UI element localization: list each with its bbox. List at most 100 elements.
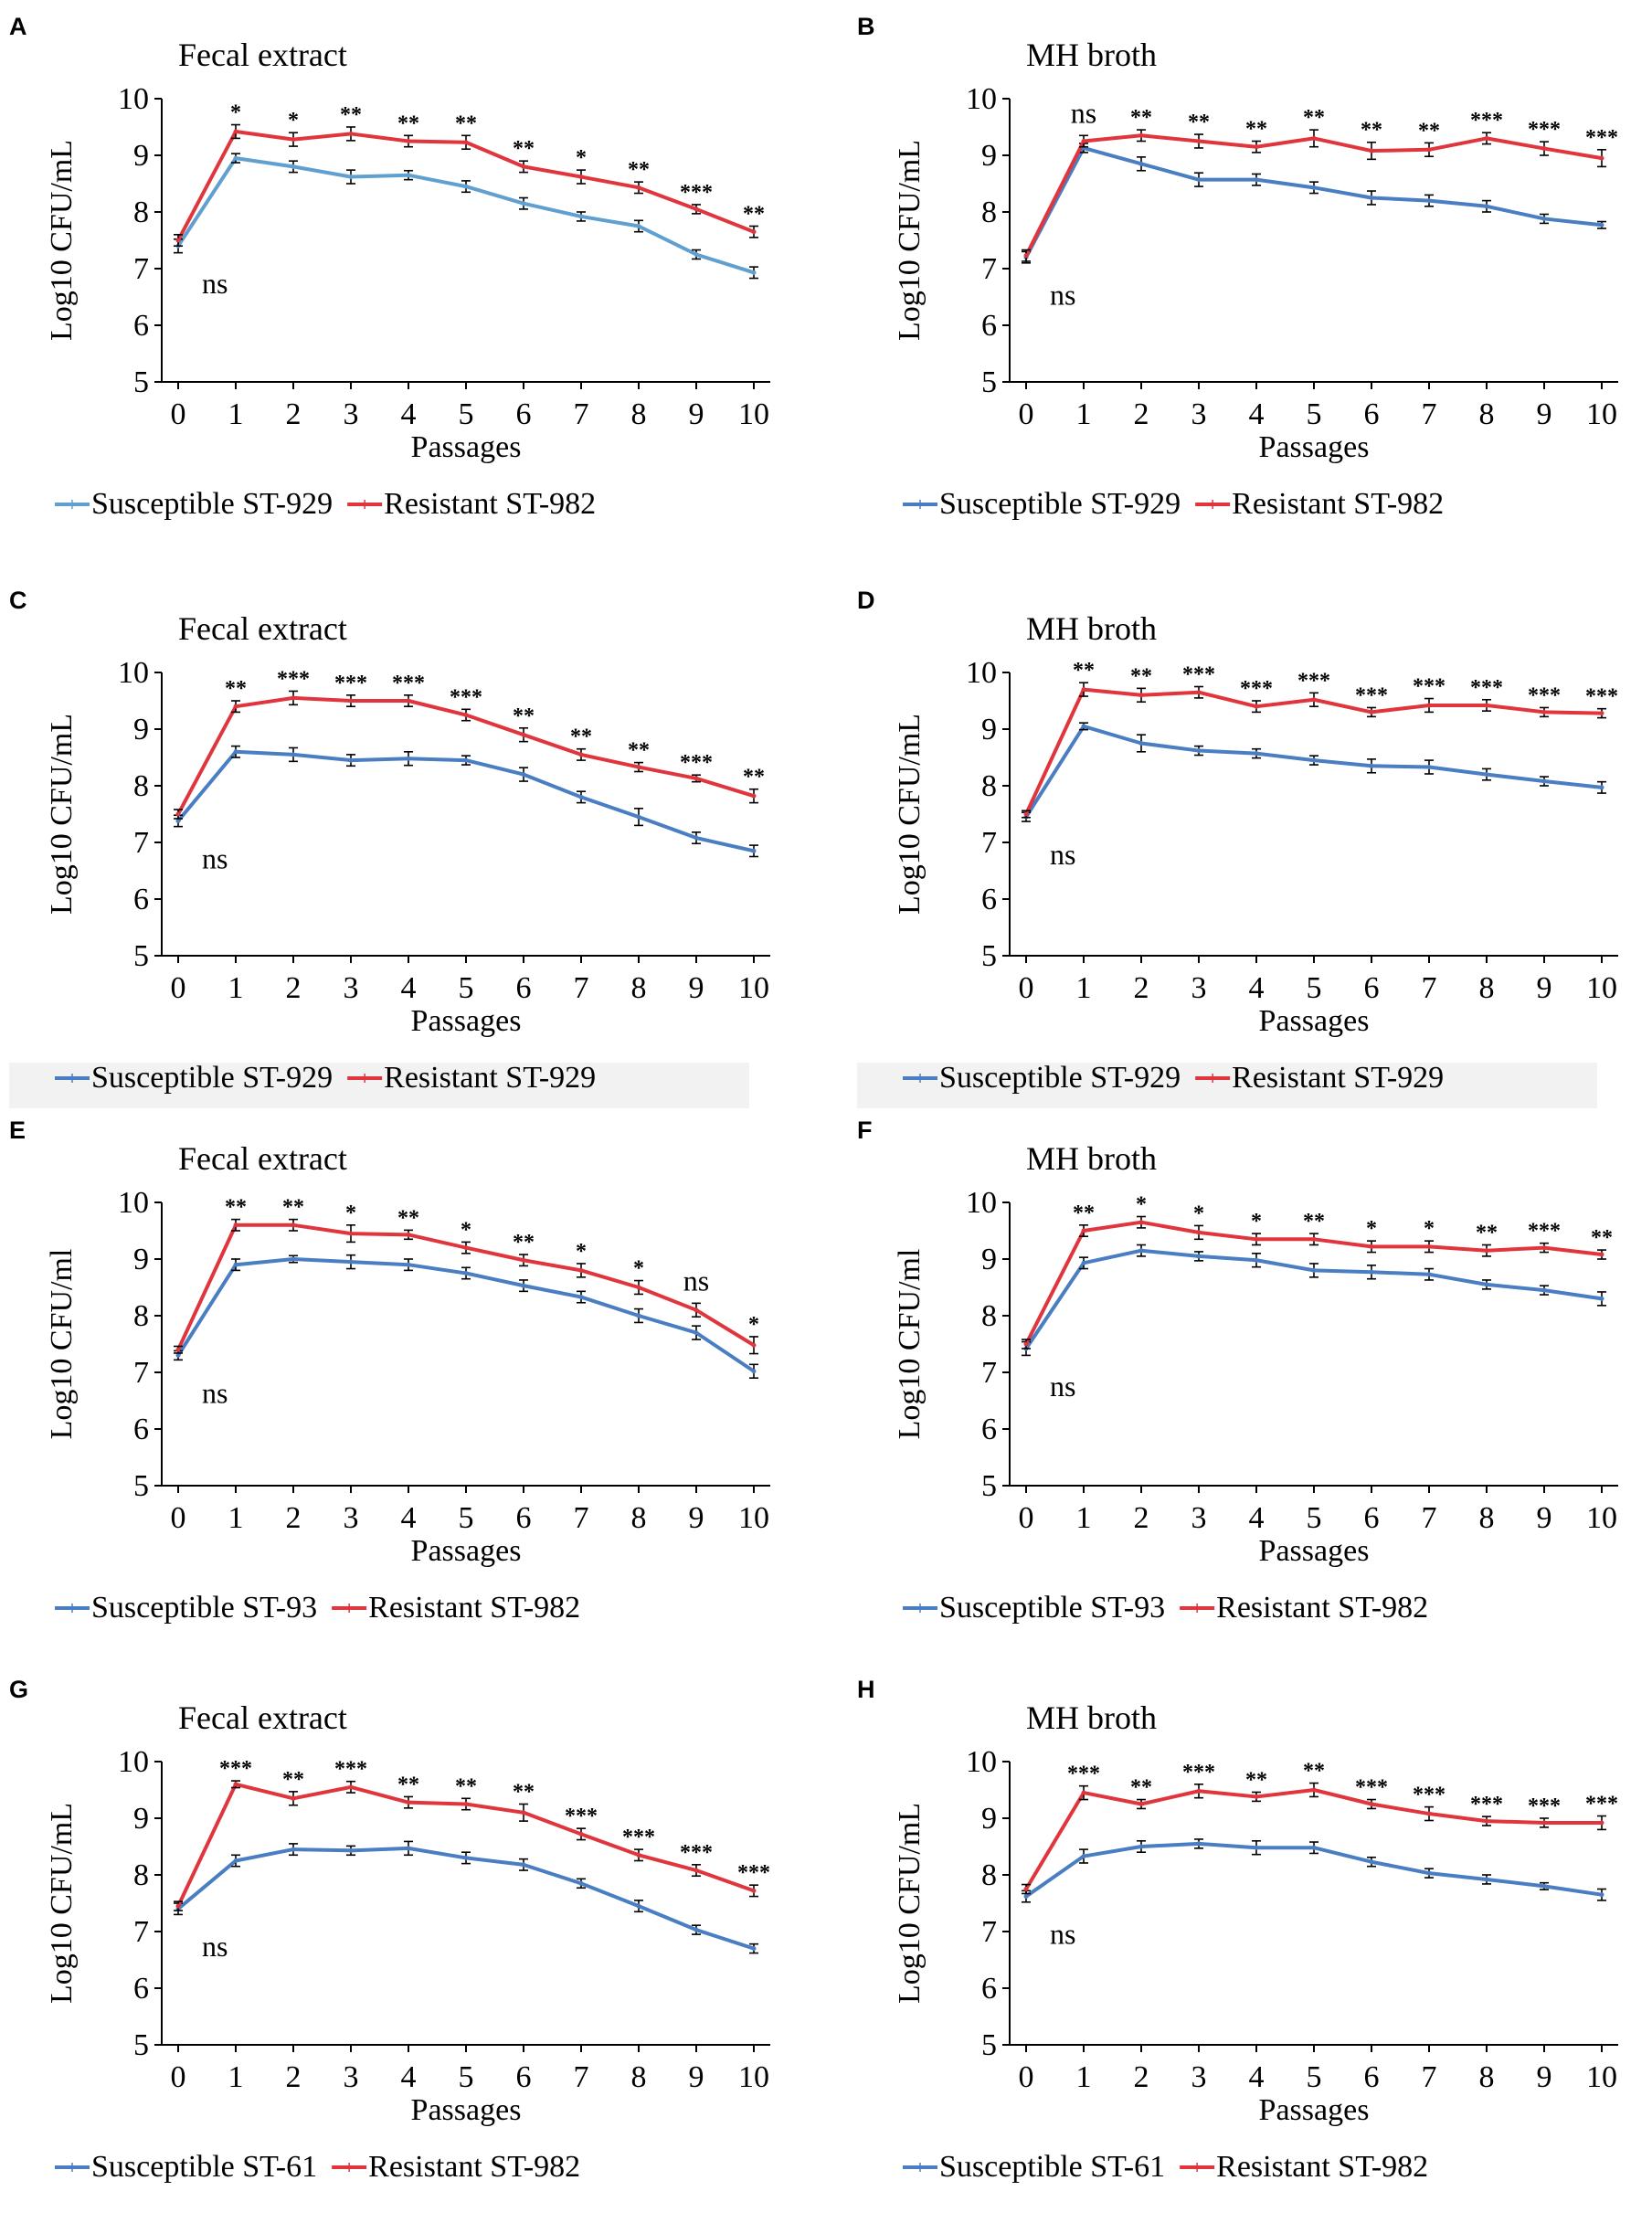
y-tick-label: 8 (981, 1299, 997, 1333)
significance-label: * (288, 109, 299, 132)
data-point (636, 1852, 641, 1858)
y-axis-title: Log10 CFU/mL (45, 140, 79, 341)
significance-label: *** (219, 1757, 252, 1781)
significance-label: ** (628, 739, 650, 763)
x-tick-label: 4 (401, 397, 417, 431)
data-point (463, 757, 469, 763)
data-point (1541, 1820, 1547, 1826)
significance-label: ** (340, 103, 362, 127)
chart-title: MH broth (1026, 610, 1157, 647)
series-line (1024, 133, 1603, 257)
y-tick-label: 6 (133, 1972, 149, 2006)
data-point (463, 1271, 469, 1276)
data-point (1599, 711, 1604, 716)
x-tick-label: 7 (1422, 971, 1437, 1005)
x-tick-label: 8 (631, 2060, 647, 2094)
x-tick-label: 9 (1537, 2060, 1552, 2094)
data-point (1138, 693, 1144, 698)
significance-label: ** (1361, 119, 1382, 143)
significance-label: *** (1470, 109, 1503, 132)
x-tick-label: 9 (689, 2060, 704, 2094)
x-tick-label: 3 (344, 1501, 359, 1535)
data-point (406, 698, 411, 704)
data-point (348, 757, 354, 763)
data-point (578, 1295, 584, 1300)
data-point (521, 732, 526, 737)
data-point (1484, 1282, 1489, 1287)
data-point (1599, 1892, 1604, 1898)
series-line (176, 749, 755, 853)
series-line (1024, 687, 1603, 815)
y-axis-title: Log10 CFU/mL (893, 140, 927, 341)
y-tick-label: 9 (133, 1802, 149, 1836)
significance-label: *** (622, 1826, 655, 1849)
significance-label: ** (1245, 1768, 1267, 1792)
y-tick-label: 7 (133, 1915, 149, 1949)
y-axis-title: Log10 CFU/mL (893, 1803, 927, 2004)
significance-label: *** (1528, 1220, 1561, 1244)
panel-letter: B (857, 13, 875, 40)
significance-label: ** (225, 677, 247, 701)
significance-label: ** (282, 1196, 304, 1220)
significance-label: *** (737, 1861, 770, 1885)
data-point (233, 129, 238, 134)
series-resistant (174, 690, 758, 820)
y-tick-label: 8 (133, 769, 149, 803)
series-resistant (1022, 1215, 1606, 1350)
data-point (406, 1846, 411, 1851)
data-point (233, 1223, 238, 1228)
significance-label: *** (1413, 1784, 1446, 1807)
significance-label: *** (334, 1758, 367, 1782)
data-point (751, 1342, 757, 1348)
significance-label: ** (397, 1206, 419, 1230)
chart-title: Fecal extract (178, 610, 347, 647)
legend-label: Susceptible ST-929 (939, 1061, 1181, 1095)
significance-label: *** (1240, 677, 1273, 701)
data-point (1196, 1230, 1202, 1235)
data-point (1426, 1870, 1432, 1876)
data-point (175, 811, 181, 817)
legend-label: Resistant ST-982 (368, 1591, 580, 1625)
data-point (1196, 748, 1202, 754)
significance-label: * (576, 146, 587, 170)
x-tick-label: 9 (1537, 1501, 1552, 1535)
chart-title: MH broth (1026, 37, 1157, 73)
significance-label: ** (570, 725, 592, 749)
significance-label: * (1424, 1217, 1435, 1241)
data-point (1196, 177, 1202, 183)
significance-label: ** (1130, 106, 1152, 130)
x-tick-label: 0 (171, 397, 186, 431)
x-axis-title: Passages (411, 1004, 522, 1038)
x-tick-label: 4 (1249, 1501, 1265, 1535)
y-tick-label: 5 (981, 2028, 997, 2062)
data-point (1138, 741, 1144, 746)
data-point (751, 793, 757, 799)
significance-label: ** (513, 1781, 535, 1805)
legend-label: Susceptible ST-929 (939, 487, 1181, 521)
chart-title: MH broth (1026, 1140, 1157, 1177)
data-point (406, 1800, 411, 1805)
data-point (406, 756, 411, 761)
data-point (1196, 690, 1202, 695)
x-tick-label: 5 (459, 971, 474, 1005)
y-tick-label: 9 (133, 1243, 149, 1276)
data-point (521, 1283, 526, 1288)
x-tick-label: 6 (516, 2060, 532, 2094)
panel-letter: G (9, 1676, 28, 1703)
significance-label: ** (1245, 118, 1267, 142)
data-point (578, 1267, 584, 1273)
data-point (1196, 1254, 1202, 1259)
panel-letter: A (9, 13, 27, 40)
x-tick-label: 6 (1364, 1501, 1380, 1535)
significance-label: *** (1182, 1761, 1215, 1784)
data-point (291, 695, 296, 701)
y-tick-label: 6 (133, 1413, 149, 1446)
legend-label: Resistant ST-982 (1232, 487, 1444, 521)
y-tick-label: 6 (981, 1413, 997, 1446)
data-point (578, 752, 584, 757)
significance-label: * (230, 101, 241, 125)
significance-label: ** (225, 1196, 247, 1220)
data-point (1311, 757, 1317, 763)
x-tick-label: 0 (1019, 971, 1034, 1005)
data-point (1311, 185, 1317, 190)
